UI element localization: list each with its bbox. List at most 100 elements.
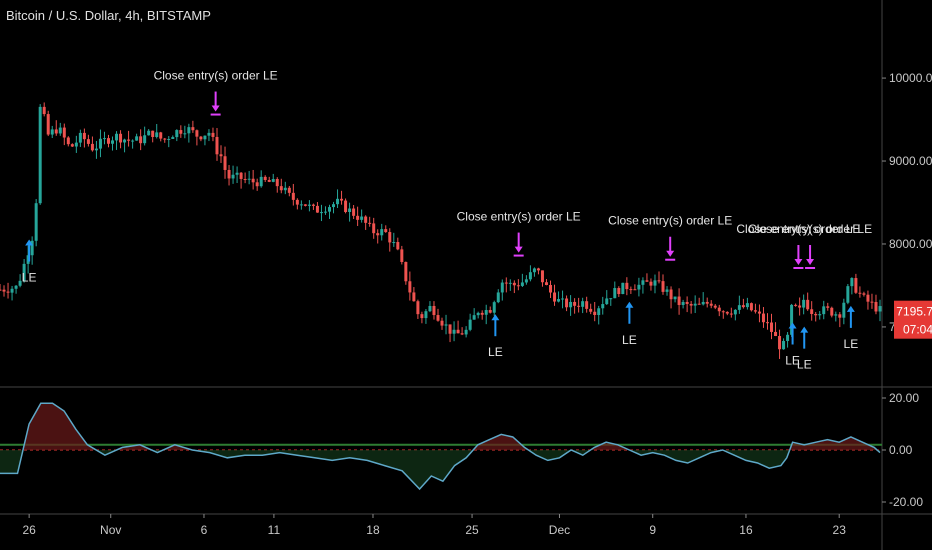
candle-body [243,178,247,180]
candle-body [436,315,440,321]
candle-body [528,272,532,280]
candle-body [428,305,432,312]
candle-body [360,216,364,220]
candle-body [424,311,428,319]
candle-body [98,138,102,149]
candle-body [488,310,492,313]
exit-arrow-head [666,250,675,257]
candle-body [352,208,356,216]
candle-body [10,288,14,293]
osc-tick-label: 0.00 [889,443,913,457]
candle-body [790,304,794,335]
candle-body [135,136,139,141]
entry-arrow-head [25,239,34,246]
entry-arrow-head [846,305,855,312]
candle-body [267,180,271,182]
candle-body [408,281,412,293]
oscillator-pane [0,402,882,491]
candle-body [155,132,159,137]
candle-body [420,314,424,319]
candle-body [444,324,448,326]
candle-body [601,304,605,309]
candle-body [251,178,255,183]
candle-body [713,305,717,308]
candle-body [263,176,267,181]
candle-body [729,313,733,315]
time-tick-label: 6 [201,523,208,537]
current-price-box [894,300,932,339]
candle-body [625,282,629,290]
candle-body [846,286,850,303]
candle-body [199,136,203,140]
candle-body [733,309,737,315]
candle-body [818,314,822,316]
candle-body [368,222,372,224]
candle-body [585,301,589,309]
candle-body [440,320,444,326]
candle-body [283,187,287,191]
countdown-label: 07:04 [903,323,932,337]
candle-body [187,127,191,134]
chart-title: Bitcoin / U.S. Dollar, 4h, BITSTAMP [6,8,211,23]
candle-body [561,298,565,300]
candle-body [609,298,613,300]
candle-body [227,169,231,179]
candle-body [14,285,18,289]
time-tick-label: 23 [833,523,847,537]
candle-body [239,172,243,179]
time-tick-label: 18 [366,523,380,537]
candle-body [271,179,275,182]
candle-body [348,208,352,212]
candle-body [295,199,299,205]
candle-body [741,305,745,308]
candle-body [111,140,115,144]
candle-body [745,303,749,308]
candle-body [344,200,348,212]
candle-body [653,280,657,286]
osc-line [0,402,881,491]
candle-body [637,284,641,290]
candle-body [544,282,548,285]
time-tick-label: 26 [22,523,36,537]
candle-body [131,140,135,142]
candle-body [665,289,669,292]
candle-body [151,130,155,137]
candle-body [850,278,854,287]
exit-arrow-head [211,105,220,112]
entry-arrow-head [491,314,500,321]
candle-body [770,322,774,332]
candle-body [753,310,757,312]
candle-body [259,176,263,187]
price-candles [0,102,882,359]
candle-body [858,292,862,294]
exit-label: Close entry(s) order LE [736,222,860,236]
entry-label: LE [488,345,503,359]
candle-body [42,106,46,115]
candle-body [778,336,782,350]
current-price-label: 7195.79 [896,305,932,319]
candle-body [834,314,838,316]
osc-tick-label: 20.00 [889,391,919,405]
candle-body [299,204,303,206]
candle-body [86,139,90,144]
candle-body [701,301,705,305]
candle-body [757,311,761,314]
candle-body [6,291,10,293]
entry-arrow-head [625,301,634,308]
candle-body [717,307,721,312]
time-tick-label: 16 [739,523,753,537]
time-tick-label: Nov [100,523,121,537]
candle-body [336,198,340,205]
candle-body [58,127,62,134]
candle-body [279,186,283,191]
candle-body [782,340,786,350]
candle-body [669,289,673,300]
exit-label: Close entry(s) order LE [748,222,872,236]
candle-body [826,306,830,308]
candle-body [90,143,94,151]
candle-body [147,130,151,136]
candle-body [878,306,882,312]
candle-body [78,132,82,143]
candle-body [814,313,818,316]
entry-arrow-head [800,326,809,333]
